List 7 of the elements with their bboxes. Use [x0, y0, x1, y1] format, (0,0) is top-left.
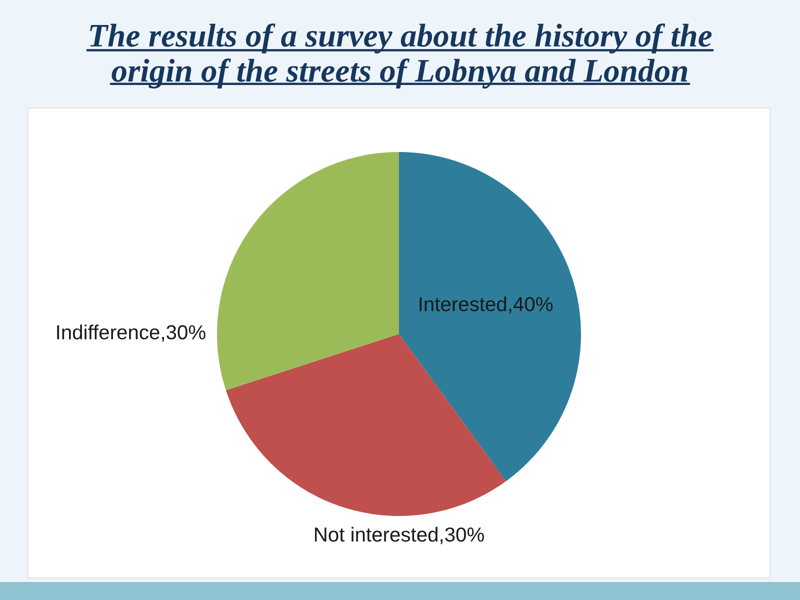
slice-label: Indifference,30% — [57, 324, 206, 342]
slice-label: Interested,40% — [420, 296, 553, 314]
chart-title: The results of a survey about the history of the origin of the streets of Lobnya and London — [90, 23, 712, 89]
pie-slice — [226, 334, 506, 516]
slice-label: Not interested,30% — [315, 526, 484, 544]
pie-slice — [399, 152, 581, 482]
pie-slice — [217, 152, 399, 390]
